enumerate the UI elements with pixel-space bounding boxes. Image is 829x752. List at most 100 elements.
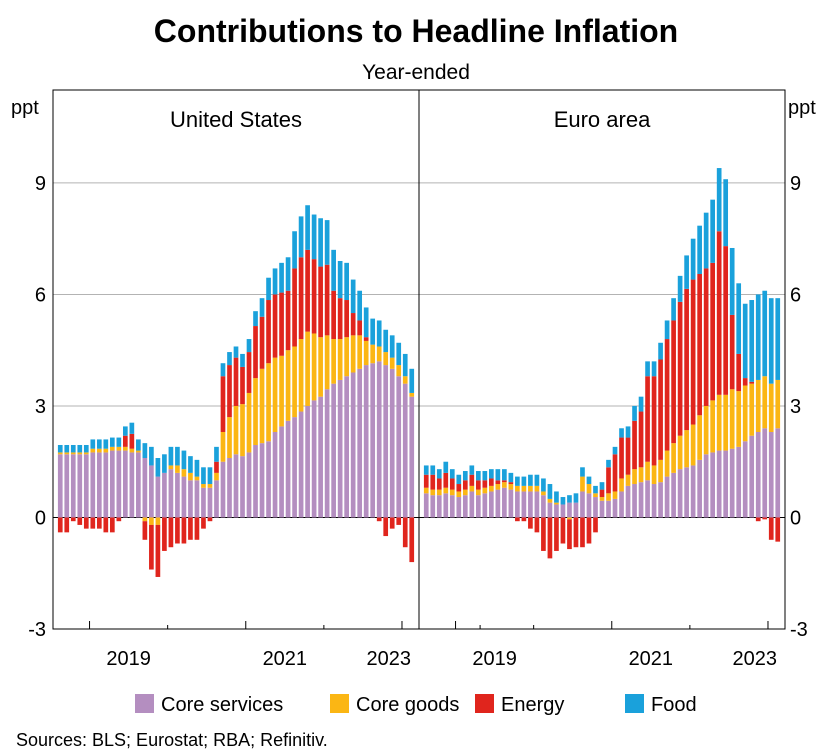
bar-core-goods bbox=[83, 452, 89, 455]
bar-energy bbox=[710, 262, 715, 401]
bar-core-services bbox=[742, 441, 748, 518]
x-tick-label: 2023 bbox=[733, 648, 778, 670]
bar-energy bbox=[651, 376, 657, 466]
bar-food bbox=[651, 361, 657, 377]
bar-core-goods bbox=[383, 352, 389, 366]
bar-food bbox=[697, 225, 702, 275]
bar-energy bbox=[389, 517, 395, 529]
bar-food bbox=[181, 450, 187, 470]
bar-food bbox=[658, 342, 663, 360]
bar-core-goods bbox=[475, 489, 481, 496]
bar-core-goods bbox=[436, 489, 442, 496]
bar-food bbox=[560, 497, 566, 505]
bars bbox=[57, 168, 781, 577]
bar-energy bbox=[350, 313, 356, 336]
bar-core-goods bbox=[521, 485, 527, 492]
bar-core-services bbox=[162, 472, 167, 518]
bar-food bbox=[554, 491, 559, 503]
bar-food bbox=[489, 469, 494, 479]
bar-energy bbox=[90, 517, 96, 529]
bar-energy bbox=[729, 314, 735, 390]
bar-core-services bbox=[331, 383, 336, 518]
bar-food bbox=[109, 437, 115, 447]
bar-core-goods bbox=[567, 517, 572, 520]
bar-core-goods bbox=[515, 485, 520, 492]
bar-core-goods bbox=[370, 344, 376, 364]
bar-core-goods bbox=[606, 493, 611, 501]
bar-core-services bbox=[64, 454, 70, 518]
bar-core-goods bbox=[684, 430, 689, 468]
bar-core-services bbox=[475, 495, 481, 518]
y-tick-label-left: 9 bbox=[35, 173, 46, 195]
bar-energy bbox=[716, 231, 722, 395]
bar-energy bbox=[664, 339, 670, 451]
bar-core-services bbox=[123, 450, 128, 518]
bar-core-services bbox=[430, 495, 436, 518]
bar-energy bbox=[541, 517, 546, 551]
bar-core-goods bbox=[344, 337, 349, 377]
bar-food bbox=[376, 320, 382, 347]
y-axis-unit-left: ppt bbox=[11, 97, 39, 119]
bar-core-goods bbox=[259, 368, 265, 444]
bar-food bbox=[768, 298, 774, 384]
bar-core-services bbox=[188, 480, 193, 518]
bar-core-goods bbox=[201, 484, 206, 488]
bar-core-goods bbox=[168, 465, 174, 470]
bar-core-goods bbox=[775, 379, 781, 429]
bar-energy bbox=[502, 480, 507, 483]
bar-energy bbox=[547, 517, 553, 559]
bar-food bbox=[573, 493, 579, 503]
bar-core-services bbox=[606, 500, 611, 518]
bar-core-services bbox=[109, 450, 115, 518]
bar-core-goods bbox=[593, 493, 598, 498]
bar-food bbox=[690, 238, 696, 280]
bar-food bbox=[389, 335, 395, 358]
bar-food bbox=[430, 465, 436, 475]
bar-food bbox=[619, 428, 624, 438]
bar-core-goods bbox=[690, 424, 696, 466]
bar-core-services bbox=[344, 376, 349, 518]
bar-food bbox=[736, 283, 742, 354]
bar-food bbox=[103, 439, 109, 449]
bar-food bbox=[227, 352, 232, 366]
bar-core-goods bbox=[612, 491, 618, 499]
bar-core-services bbox=[697, 459, 702, 518]
bar-food bbox=[64, 444, 70, 453]
bar-energy bbox=[376, 517, 382, 522]
bar-food bbox=[547, 484, 553, 499]
bar-food bbox=[350, 279, 356, 314]
bar-core-services bbox=[762, 428, 768, 518]
bar-core-services bbox=[723, 450, 729, 518]
legend-swatch-core-services bbox=[135, 694, 154, 713]
bar-energy bbox=[214, 461, 219, 473]
bar-core-goods bbox=[181, 469, 187, 477]
bar-energy bbox=[638, 411, 644, 468]
y-axis-unit-right: ppt bbox=[788, 97, 816, 119]
bar-food bbox=[344, 262, 349, 301]
bar-core-services bbox=[246, 452, 252, 518]
bar-energy bbox=[515, 517, 520, 522]
bar-core-goods bbox=[389, 357, 395, 369]
bar-energy bbox=[742, 378, 748, 386]
bar-energy bbox=[456, 484, 462, 492]
y-tick-label-right: 6 bbox=[790, 284, 801, 306]
bar-core-goods bbox=[716, 394, 722, 451]
bar-core-goods bbox=[337, 339, 343, 380]
bar-energy bbox=[677, 301, 683, 436]
bar-core-goods bbox=[541, 491, 546, 496]
bar-food bbox=[77, 444, 83, 453]
y-tick-labels: -3 -3 0 0 3 3 6 6 9 9 bbox=[28, 173, 808, 641]
bar-core-services bbox=[318, 396, 323, 518]
bar-food bbox=[677, 275, 683, 302]
bar-energy bbox=[396, 517, 402, 525]
bar-core-goods bbox=[409, 392, 415, 397]
bar-core-goods bbox=[331, 339, 336, 384]
bar-energy bbox=[430, 474, 436, 490]
bar-core-services bbox=[233, 454, 239, 518]
x-tick-label: 2019 bbox=[472, 648, 517, 670]
bar-core-goods bbox=[194, 476, 200, 481]
bar-core-services bbox=[409, 396, 415, 518]
bar-energy bbox=[253, 326, 258, 379]
bar-core-goods bbox=[723, 394, 729, 451]
bar-energy bbox=[259, 316, 265, 369]
